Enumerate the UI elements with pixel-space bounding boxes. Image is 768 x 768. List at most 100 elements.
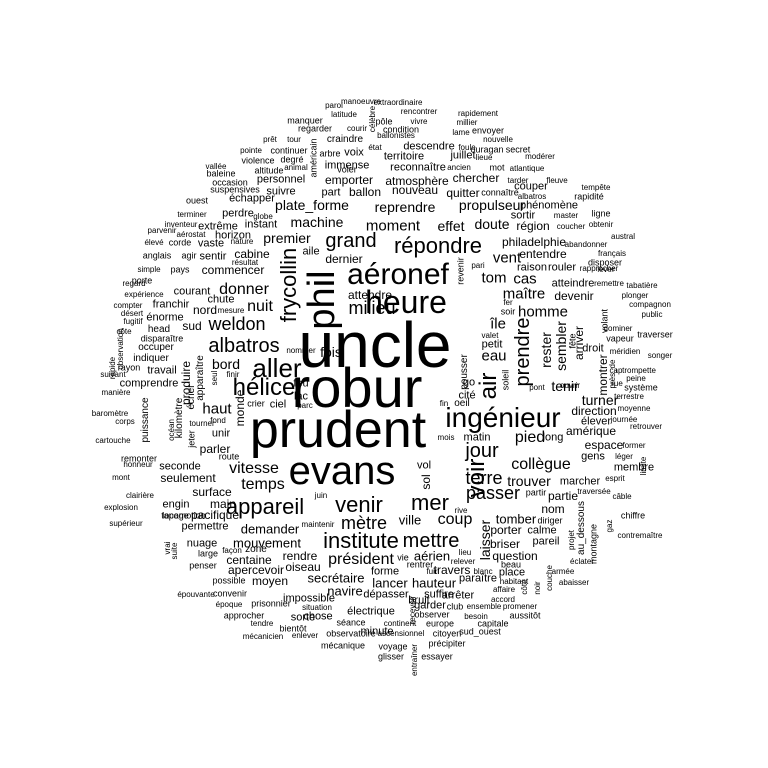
word: suspensives (210, 184, 260, 195)
word: rapidité (574, 191, 604, 202)
word: disparaître (140, 333, 184, 344)
word: jour (465, 440, 499, 462)
word: tenir (551, 378, 579, 394)
word: aéronef (347, 258, 449, 291)
word: vitesse (229, 460, 279, 477)
word: ancien (447, 163, 471, 172)
word: travers (433, 563, 471, 577)
word: mesure (217, 306, 245, 315)
word: mettre (402, 530, 460, 552)
word: observation (116, 328, 125, 370)
word: élevé (144, 238, 164, 247)
word: fête (567, 333, 578, 349)
word: traversée (577, 487, 611, 496)
word: trouver (507, 473, 551, 489)
word: océan (167, 419, 176, 441)
word: entraîner (410, 643, 419, 677)
word: accord (490, 595, 516, 604)
word: retrouver (629, 422, 663, 431)
word: main (209, 497, 237, 511)
word: nouvelle (483, 135, 513, 144)
word: secret (505, 144, 531, 155)
word: sembler (553, 321, 569, 371)
word: nom (541, 502, 565, 516)
word: couche (545, 565, 554, 591)
word: noir (533, 581, 542, 595)
word: gens (581, 450, 605, 463)
word: penser (189, 560, 217, 571)
word: apparaître (195, 355, 206, 401)
word: travail (147, 364, 177, 377)
word: hauteur (411, 575, 457, 591)
word: amérique (565, 424, 617, 438)
word: cas (513, 270, 537, 288)
word: entendre (519, 247, 567, 261)
word: reprendre (374, 199, 436, 215)
word: locomotion (162, 510, 206, 521)
word: soleil (500, 369, 511, 391)
word: continent (383, 619, 417, 628)
word: mois (437, 433, 455, 442)
word: calme (527, 524, 557, 537)
word: baromètre (91, 409, 129, 418)
word: résultat (231, 258, 259, 267)
word: attendre (347, 288, 393, 302)
word: paraître (459, 572, 497, 585)
word: terre (465, 468, 503, 488)
word: chiffre (620, 510, 646, 521)
word: navire (327, 583, 363, 599)
word: corps (115, 417, 135, 426)
word: matin (463, 431, 491, 444)
word: immense (324, 159, 370, 172)
word: suivant (100, 370, 126, 379)
word: courant (173, 285, 211, 298)
word: esprit (605, 474, 625, 483)
word: ballon (348, 185, 382, 199)
word: centaine (226, 553, 272, 567)
word: suivre (266, 185, 296, 198)
word: vie (397, 552, 409, 563)
word: juillet (450, 149, 476, 162)
word: degré (280, 154, 304, 165)
word: phénomène (519, 199, 579, 212)
word: modérer (525, 152, 555, 161)
word: prudent (249, 401, 427, 459)
word: agir (181, 250, 197, 261)
word: vol (416, 459, 432, 472)
word: vaste (197, 237, 225, 250)
word: regard (122, 279, 146, 288)
word: valet (481, 331, 499, 340)
word: baleine (206, 168, 236, 179)
word: head (147, 324, 171, 335)
word: master (553, 211, 579, 220)
word: jeter (186, 430, 197, 448)
word: abaisser (558, 578, 590, 587)
word: petit (481, 338, 503, 351)
word: habitant (499, 577, 529, 586)
word: rue (611, 379, 623, 388)
word: franchir (152, 298, 190, 311)
word: terminer (177, 210, 207, 219)
word: doute (474, 216, 510, 232)
word: atteindre (551, 277, 595, 290)
word: fuir (426, 567, 438, 576)
word: ligne (591, 208, 611, 219)
word: couper (514, 180, 548, 193)
word: large (197, 548, 219, 559)
word: crier (247, 398, 265, 409)
word: raison (517, 261, 547, 274)
word: pousser (459, 354, 470, 390)
word: observer (414, 609, 450, 620)
word: pays (170, 264, 190, 275)
word: dernier (325, 252, 363, 266)
word: eau (481, 347, 507, 365)
word: pacifique (190, 508, 240, 522)
word: monde (233, 389, 247, 427)
word: expérience (124, 290, 164, 299)
word: place (498, 566, 526, 579)
word: échapper (229, 192, 275, 205)
word: limite (639, 456, 648, 476)
word: minute (360, 625, 394, 638)
word: collègue (511, 456, 571, 473)
word: énorme (146, 311, 184, 324)
